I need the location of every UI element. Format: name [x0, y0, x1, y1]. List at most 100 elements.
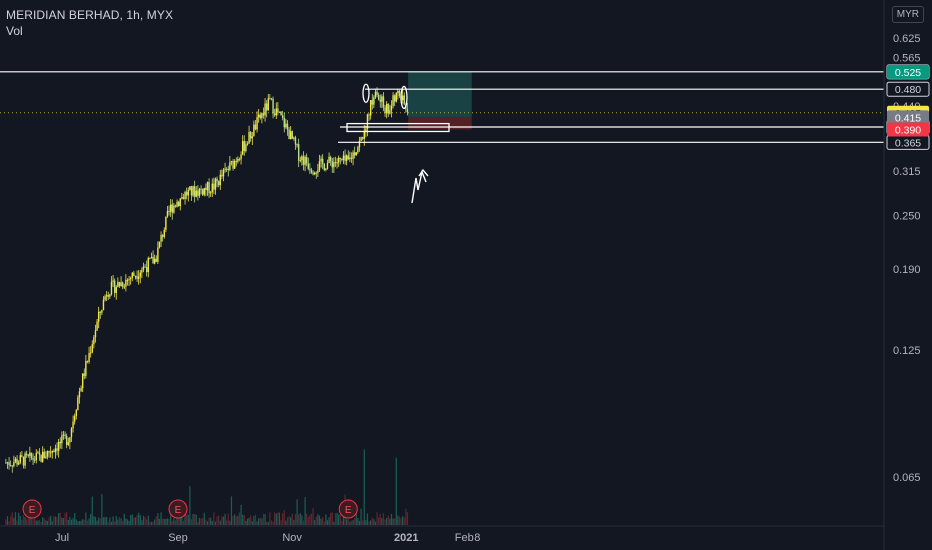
volume-bar	[133, 517, 135, 525]
candle	[259, 114, 261, 119]
line-badge-label: 0.480	[895, 84, 921, 96]
volume-bar	[96, 520, 98, 525]
volume-bar	[298, 514, 300, 525]
candle	[166, 210, 169, 217]
candle	[307, 163, 309, 169]
volume-bar	[362, 520, 364, 525]
volume-bar	[186, 514, 188, 525]
volume-bar	[275, 513, 277, 525]
candle	[169, 204, 172, 212]
volume-bar	[342, 514, 345, 525]
horizontal-lines	[0, 71, 884, 143]
volume-bar	[219, 520, 221, 525]
candle	[64, 434, 66, 437]
volume-bar	[182, 520, 185, 525]
candle	[176, 201, 178, 207]
candle	[181, 197, 183, 199]
candle	[179, 198, 181, 207]
volume-bar	[51, 521, 53, 525]
candle	[385, 103, 388, 114]
candle	[353, 152, 356, 156]
volume-bar	[184, 514, 186, 525]
price-badge	[887, 110, 929, 125]
earnings-marker	[22, 499, 42, 519]
candle	[209, 192, 212, 194]
volume-bar	[318, 515, 321, 525]
price-badge-label: 0.525	[895, 67, 921, 79]
candle	[253, 124, 255, 137]
volume-bar	[90, 514, 92, 525]
candle	[257, 114, 260, 118]
candle	[121, 282, 124, 287]
candle	[403, 95, 405, 105]
candle	[27, 454, 29, 456]
candle	[141, 269, 143, 273]
volume-bar	[229, 520, 231, 525]
volume-bar	[62, 518, 65, 525]
volume-bar	[240, 504, 242, 525]
candle	[352, 152, 354, 159]
candle	[54, 448, 57, 453]
volume-bar	[58, 513, 60, 525]
top-ellipse-drawing	[362, 83, 370, 103]
candle	[297, 144, 300, 161]
currency-button[interactable]: MYR	[891, 6, 924, 23]
volume-bar	[138, 512, 140, 525]
volume-bar	[366, 513, 369, 525]
volume-bar	[42, 517, 44, 525]
volume-bar	[203, 512, 205, 525]
candle	[67, 442, 69, 445]
price-tick-label: 0.565	[893, 53, 921, 65]
candle	[248, 131, 250, 144]
candle	[275, 108, 277, 116]
volume-bar	[11, 512, 13, 525]
candle	[185, 192, 188, 196]
candle	[152, 256, 154, 264]
volume-bar	[83, 519, 85, 525]
volume-bar	[365, 520, 367, 525]
volume-bar	[355, 512, 357, 525]
candle	[120, 282, 122, 287]
candle	[81, 373, 84, 389]
volume-bar	[328, 517, 330, 525]
candle	[270, 98, 273, 100]
volume-bar	[405, 508, 407, 525]
candle	[101, 310, 103, 313]
volume-bar	[130, 515, 132, 525]
candle	[61, 435, 63, 444]
volume-bar	[66, 512, 68, 525]
volume-bar	[286, 517, 289, 525]
candle	[318, 161, 321, 171]
volume-bar	[173, 518, 175, 525]
earnings-marker	[338, 499, 358, 519]
volume-bar	[45, 520, 47, 525]
volume-bar	[294, 513, 297, 525]
candle	[395, 92, 397, 102]
candle	[369, 100, 372, 116]
volume-bar	[208, 517, 210, 525]
volume-bar	[154, 519, 156, 525]
candle	[336, 162, 338, 164]
candle	[358, 140, 361, 148]
candle	[216, 178, 218, 182]
volume-bar	[126, 519, 129, 525]
volume-bar	[162, 519, 164, 525]
volume-bar	[115, 516, 117, 525]
candle	[147, 258, 149, 273]
volume-bar	[384, 519, 386, 525]
volume-bar	[205, 519, 207, 525]
candle	[30, 452, 33, 458]
candle	[249, 131, 252, 139]
candle	[19, 455, 21, 463]
volume-bar	[395, 457, 397, 525]
volume-bar	[198, 517, 201, 525]
candle	[85, 361, 87, 376]
volume-bar	[360, 508, 362, 525]
time-tick-label: 8	[474, 532, 480, 544]
time-tick-label: 2021	[394, 532, 418, 544]
candle	[368, 114, 370, 116]
candle	[117, 282, 119, 288]
candle	[323, 163, 325, 170]
candle	[312, 172, 314, 175]
